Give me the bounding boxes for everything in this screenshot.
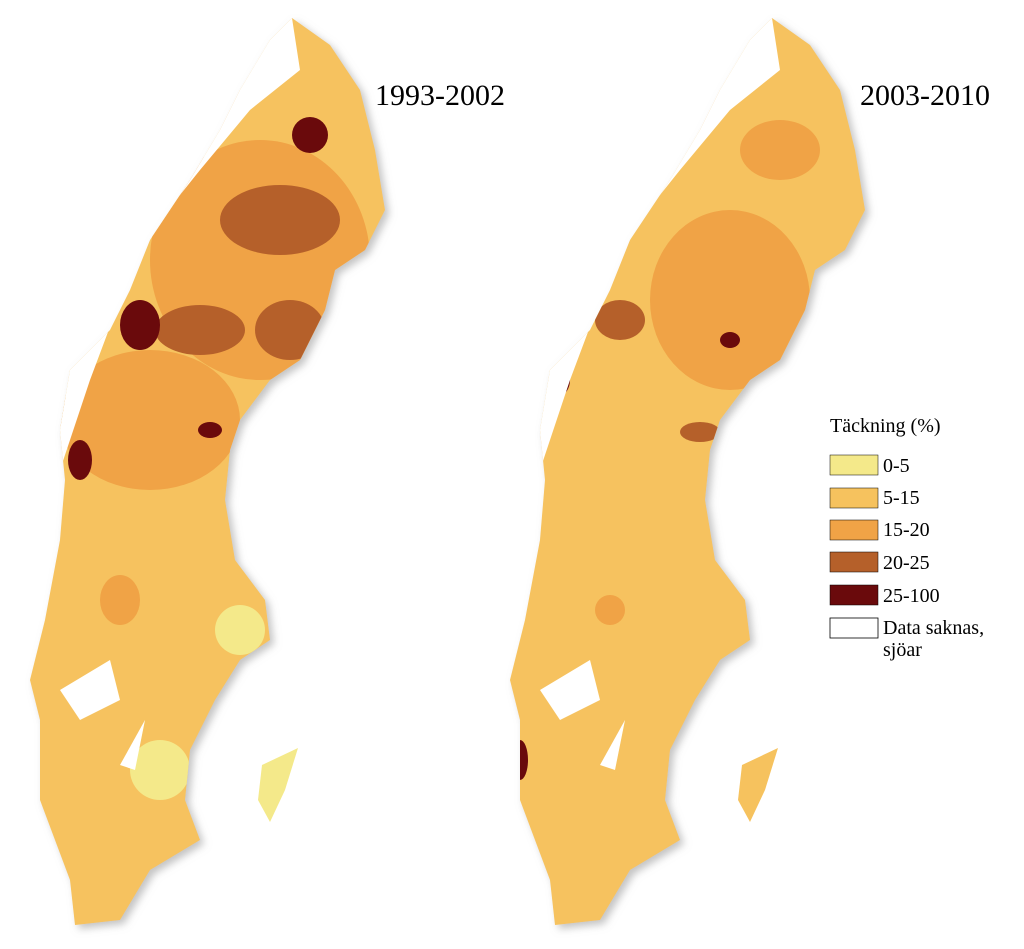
no-data xyxy=(30,18,300,470)
map-1993-2002: 1993-2002 xyxy=(30,18,505,925)
legend-swatch xyxy=(829,617,879,639)
island xyxy=(258,748,298,822)
zone xyxy=(68,440,92,480)
coverage-zones xyxy=(30,18,370,800)
zone xyxy=(595,595,625,625)
legend-label: 15-20 xyxy=(883,519,930,541)
zone xyxy=(100,575,140,625)
legend-swatch xyxy=(829,487,879,509)
zone xyxy=(720,332,740,348)
zone xyxy=(130,740,190,800)
zone xyxy=(120,300,160,350)
legend: Täckning (%) 0-5 5-15 15-20 20-25 25-100… xyxy=(829,415,984,661)
island xyxy=(738,748,778,822)
zone xyxy=(255,300,325,360)
zone xyxy=(60,350,240,490)
legend-label: Data saknas, xyxy=(883,617,984,639)
zone xyxy=(215,605,265,655)
legend-title: Täckning (%) xyxy=(830,415,941,437)
zone xyxy=(220,185,340,255)
zone xyxy=(680,422,720,442)
lake xyxy=(600,720,625,770)
zone xyxy=(198,422,222,438)
zone xyxy=(292,117,328,153)
lake xyxy=(60,660,120,720)
legend-label: 5-15 xyxy=(883,487,920,509)
zone xyxy=(650,210,810,390)
lake xyxy=(120,720,145,770)
legend-label: sjöar xyxy=(883,639,922,661)
coverage-zones xyxy=(510,18,820,780)
map-title: 1993-2002 xyxy=(375,79,505,112)
map-2003-2010: 2003-2010 xyxy=(510,18,990,925)
zone xyxy=(595,300,645,340)
legend-swatch xyxy=(829,519,879,541)
lake xyxy=(540,660,600,720)
zone xyxy=(740,120,820,180)
legend-label: 20-25 xyxy=(883,552,930,574)
legend-swatch xyxy=(829,551,879,573)
zone xyxy=(512,740,528,780)
zone xyxy=(155,305,245,355)
legend-swatch xyxy=(829,454,879,476)
legend-label: 25-100 xyxy=(883,585,940,607)
legend-label: 0-5 xyxy=(883,455,910,477)
no-data xyxy=(510,18,780,470)
legend-swatch xyxy=(829,584,879,606)
map-title: 2003-2010 xyxy=(860,79,990,112)
